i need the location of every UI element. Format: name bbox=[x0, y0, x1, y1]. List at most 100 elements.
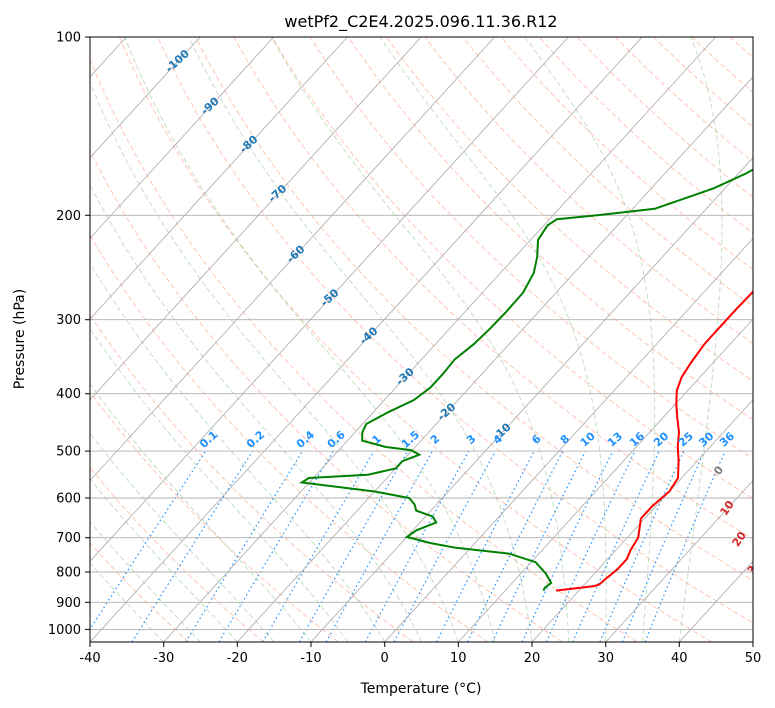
x-tick-label: -10 bbox=[300, 651, 321, 666]
x-tick-label: -30 bbox=[153, 651, 174, 666]
mixing-ratio-label: 3 bbox=[464, 432, 478, 447]
x-tick-label: -40 bbox=[79, 651, 100, 666]
isotherm-line bbox=[384, 237, 753, 642]
dry-adiabat bbox=[462, 37, 753, 307]
moist-adiabat bbox=[379, 37, 607, 642]
x-tick-label: 10 bbox=[450, 651, 467, 666]
dry-adiabat bbox=[233, 37, 753, 540]
dry-adiabat bbox=[195, 37, 753, 582]
dry-adiabat bbox=[118, 37, 712, 642]
isotherm-line bbox=[531, 399, 753, 642]
mixing-ratio-line bbox=[393, 450, 496, 642]
y-tick-label: 200 bbox=[56, 209, 81, 224]
y-tick-label: 500 bbox=[56, 445, 81, 460]
dry-adiabat bbox=[691, 37, 753, 93]
mixing-ratio-line bbox=[298, 450, 409, 642]
moist-adiabat-label: 40 bbox=[760, 585, 775, 605]
y-tick-label: 600 bbox=[56, 492, 81, 507]
isotherm-line bbox=[90, 37, 274, 239]
dry-adiabat bbox=[386, 37, 753, 382]
dry-adiabat bbox=[768, 37, 775, 642]
mixing-ratio-line bbox=[491, 450, 586, 642]
dry-adiabat bbox=[309, 37, 753, 460]
isotherm-line bbox=[458, 318, 753, 642]
y-tick-label: 700 bbox=[56, 531, 81, 546]
mixing-ratio-line bbox=[599, 450, 685, 642]
temperature-profile bbox=[555, 289, 753, 592]
isotherm-line bbox=[90, 37, 643, 642]
moist-adiabat bbox=[270, 37, 570, 642]
dry-adiabat bbox=[90, 391, 339, 642]
moist-adiabat bbox=[90, 383, 312, 642]
moist-adiabat bbox=[90, 562, 165, 642]
isotherm-line bbox=[90, 37, 422, 401]
moist-adiabat bbox=[90, 478, 238, 642]
x-tick-label: 50 bbox=[745, 651, 762, 666]
isotherm-line bbox=[605, 479, 753, 642]
dry-adiabat bbox=[615, 37, 753, 163]
isotherm-line bbox=[90, 37, 495, 482]
moist-adiabat bbox=[90, 183, 422, 642]
moist-adiabat bbox=[90, 262, 386, 642]
mixing-ratio-line bbox=[644, 450, 726, 642]
y-tick-label: 400 bbox=[56, 387, 81, 402]
isotherm-label: -100 bbox=[163, 47, 192, 75]
chart-title: wetPf2_C2E4.2025.096.11.36.R12 bbox=[284, 12, 557, 32]
y-tick-label: 900 bbox=[56, 596, 81, 611]
x-tick-label: 30 bbox=[597, 651, 614, 666]
mixing-ratio-label: 6 bbox=[529, 432, 544, 447]
moist-adiabat bbox=[124, 37, 496, 642]
dry-adiabat bbox=[90, 313, 414, 642]
dry-adiabat bbox=[576, 37, 753, 198]
dry-adiabat bbox=[90, 58, 638, 642]
mixing-ratio-line bbox=[466, 450, 564, 642]
x-tick-label: 40 bbox=[671, 651, 688, 666]
dry-adiabat bbox=[347, 37, 753, 421]
dry-adiabat bbox=[538, 37, 753, 234]
y-tick-label: 300 bbox=[56, 313, 81, 328]
dry-adiabat bbox=[653, 37, 753, 128]
isotherm-line bbox=[90, 37, 348, 320]
moist-adiabat-label: 30 bbox=[745, 557, 765, 577]
mixing-ratio-line bbox=[545, 450, 636, 642]
x-tick-label: -20 bbox=[227, 651, 248, 666]
dry-adiabat bbox=[90, 542, 190, 642]
moist-adiabat bbox=[90, 432, 275, 642]
mixing-ratio-line bbox=[131, 450, 254, 642]
moist-adiabat bbox=[90, 80, 459, 642]
isotherm-line bbox=[237, 76, 753, 642]
mixing-ratio-label: 13 bbox=[605, 430, 625, 450]
dry-adiabat bbox=[90, 467, 264, 642]
plot-frame bbox=[89, 36, 754, 643]
dewpoint-profile bbox=[298, 168, 753, 591]
moist-adiabat-label: 20 bbox=[730, 529, 750, 549]
isotherm-line bbox=[752, 641, 753, 642]
mixing-ratio-line bbox=[521, 450, 614, 642]
y-axis-label: Pressure (hPa) bbox=[12, 289, 28, 389]
isotherm-line bbox=[90, 37, 569, 562]
moist-adiabat bbox=[678, 37, 723, 642]
moist-adiabat bbox=[90, 521, 201, 642]
mixing-ratio-label: 0.2 bbox=[244, 428, 267, 451]
mixing-ratio-label: 8 bbox=[558, 432, 572, 447]
isotherm-line bbox=[310, 157, 753, 642]
mixing-ratio-line bbox=[262, 450, 375, 642]
mixing-ratio-label: 2 bbox=[428, 432, 442, 447]
mixing-ratio-line bbox=[185, 450, 304, 642]
isotherm-line bbox=[90, 37, 201, 159]
y-tick-label: 100 bbox=[56, 31, 81, 46]
x-axis-label: Temperature (°C) bbox=[360, 681, 482, 697]
mixing-ratio-line bbox=[572, 450, 660, 642]
mixing-ratio-label: 1.5 bbox=[399, 428, 422, 451]
dry-adiabat bbox=[729, 37, 753, 59]
dry-adiabat bbox=[157, 37, 753, 624]
y-tick-label: 800 bbox=[56, 566, 81, 581]
moist-adiabat bbox=[188, 37, 533, 642]
moist-adiabat bbox=[524, 37, 656, 642]
x-tick-label: 0 bbox=[381, 651, 389, 666]
moist-adiabat bbox=[90, 327, 349, 642]
dry-adiabat bbox=[271, 37, 753, 500]
mixing-ratio-label: 0.6 bbox=[325, 428, 348, 451]
mixing-ratio-label: 16 bbox=[627, 429, 647, 449]
moist-adiabat-label: 0 bbox=[711, 463, 726, 477]
